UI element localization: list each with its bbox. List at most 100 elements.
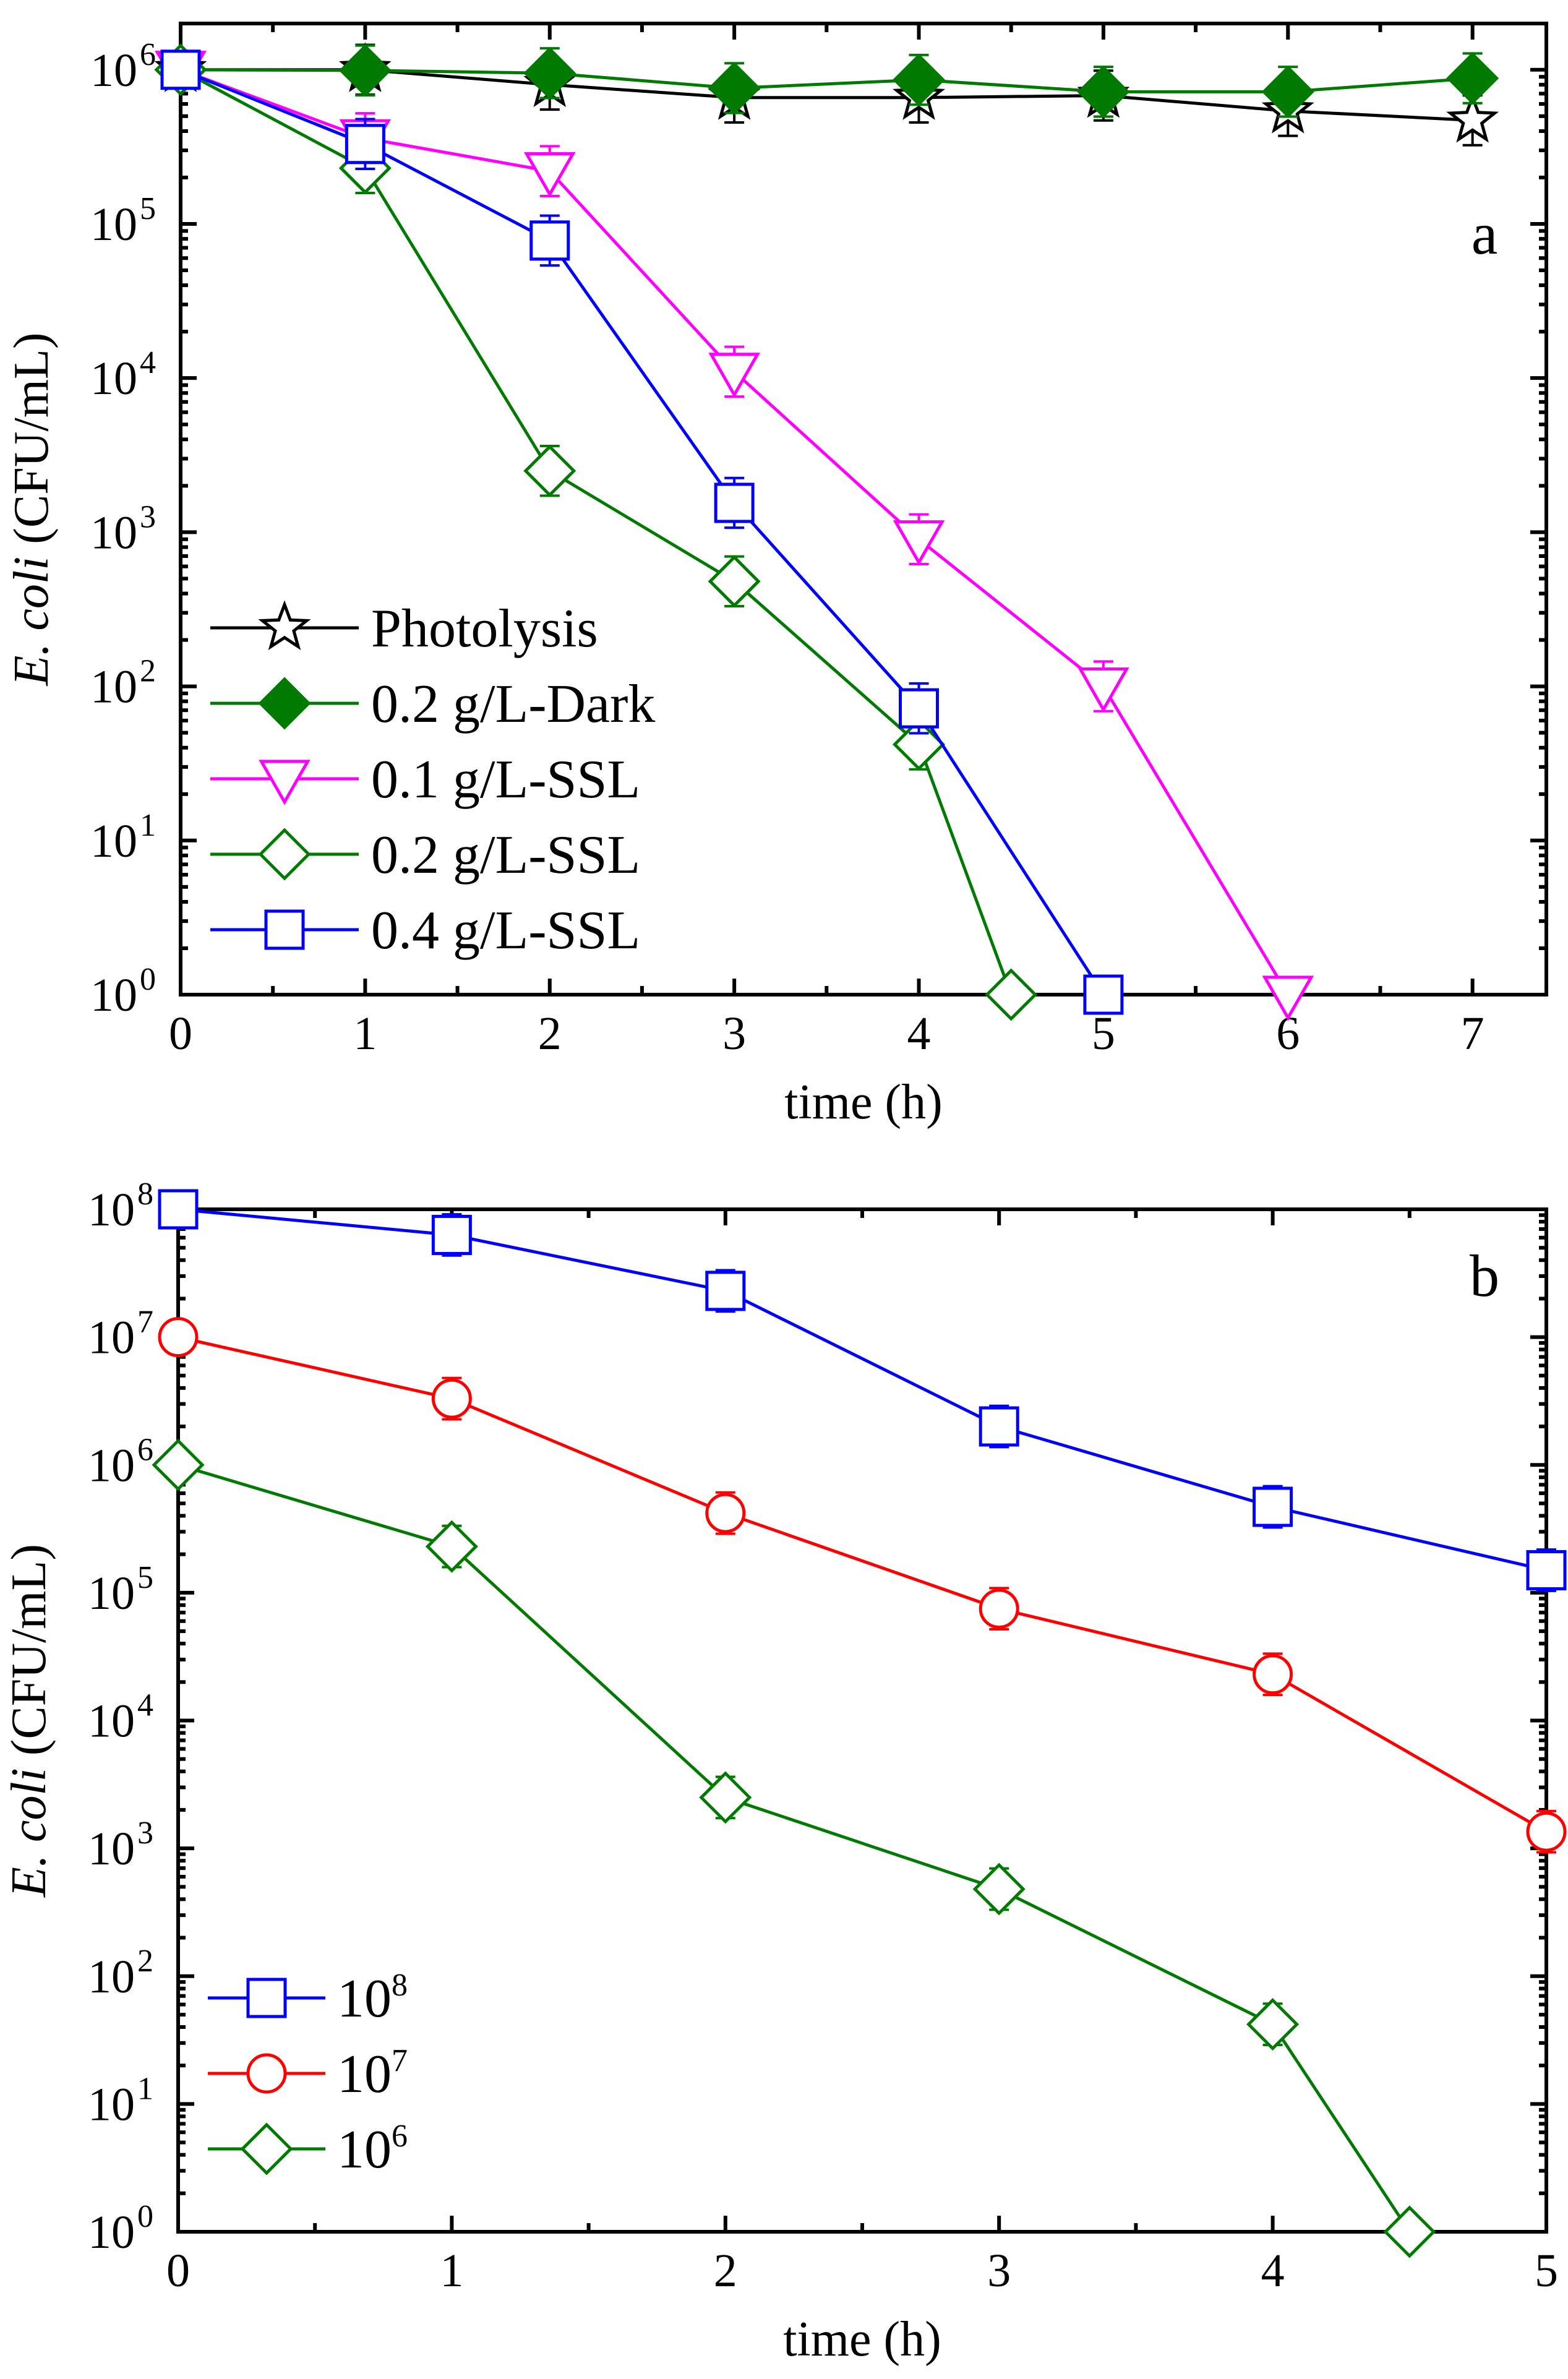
data-point [431, 1378, 472, 1419]
legend-label: Photolysis [371, 599, 598, 659]
x-tick-label: 5 [1092, 1008, 1115, 1060]
y-tick-exponent: 0 [140, 962, 156, 997]
y-tick-exponent: 5 [140, 191, 156, 226]
y-tick-label: 10 [88, 1951, 135, 2003]
y-axis-title-italic: E. coli [4, 557, 59, 687]
legend-label-exponent: 7 [392, 2043, 408, 2078]
legend-label: 0.4 g/L-SSL [371, 901, 640, 961]
series-line [178, 1335, 1548, 1833]
data-point [1526, 1811, 1567, 1852]
y-tick-label: 10 [90, 815, 137, 867]
x-tick-label: 3 [722, 1008, 746, 1060]
data-point [985, 968, 1038, 1021]
y-tick-label: 10 [88, 1567, 135, 1619]
y-tick-exponent: 5 [137, 1560, 153, 1595]
y-tick-label: 10 [90, 45, 137, 96]
x-tick-label: 7 [1461, 1008, 1484, 1060]
data-point [345, 124, 385, 165]
x-tick-label: 4 [907, 1008, 931, 1060]
y-tick-exponent: 0 [137, 2199, 153, 2234]
y-tick-exponent: 4 [140, 345, 156, 380]
legend-label: 107 [337, 2043, 408, 2104]
data-point [1446, 52, 1499, 105]
x-axis-title: time (h) [783, 2312, 941, 2367]
data-point [431, 1214, 472, 1255]
legend-label-text: Photolysis [371, 599, 598, 659]
legend-label: 0.2 g/L-SSL [371, 825, 640, 885]
y-tick-label: 10 [88, 2078, 135, 2130]
x-tick-label: 0 [169, 1008, 192, 1060]
series-1: 107 [158, 1317, 1567, 2104]
data-point [1253, 1486, 1293, 1527]
data-point [160, 49, 201, 90]
y-tick-exponent: 4 [137, 1688, 153, 1723]
y-tick-exponent: 6 [137, 1432, 153, 1467]
y-tick-label: 10 [90, 661, 137, 713]
data-point [1261, 65, 1314, 118]
data-point [1077, 667, 1129, 713]
series-line [178, 1207, 1547, 1572]
legend-label: 0.1 g/L-SSL [371, 750, 640, 810]
data-point [523, 444, 576, 497]
y-tick-label: 10 [88, 1695, 135, 1747]
plot-frame [179, 22, 1548, 997]
y-tick-exponent: 3 [140, 499, 156, 534]
data-point [152, 1438, 205, 1491]
legend-label-text: 10 [337, 2120, 392, 2180]
legend-label-exponent: 8 [392, 1968, 408, 2003]
legend-marker [258, 828, 311, 881]
legend-label-text: 10 [337, 2044, 392, 2104]
y-tick-label: 10 [88, 1312, 135, 1364]
y-axis-title: E. coli (CFU/mL) [4, 332, 59, 686]
data-point [1246, 1998, 1300, 2051]
y-axis-title-units: (CFU/mL) [4, 332, 59, 556]
panel-label: a [1472, 200, 1498, 267]
legend-label-text: 0.2 g/L-Dark [371, 674, 655, 734]
data-point [425, 1520, 478, 1573]
data-point [979, 1588, 1019, 1629]
series-line [180, 68, 1105, 996]
data-point [1383, 2205, 1436, 2258]
data-point [892, 53, 946, 106]
y-tick-label: 10 [90, 353, 137, 405]
data-point [705, 1271, 746, 1311]
data-point [529, 220, 570, 261]
data-point [1083, 974, 1124, 1015]
y-tick-label: 10 [88, 2206, 135, 2258]
data-point [979, 1406, 1019, 1447]
legend-marker [240, 2122, 293, 2175]
legend-marker [246, 2053, 287, 2094]
series-line [178, 1463, 1411, 2233]
x-tick-label: 1 [440, 2245, 463, 2297]
x-tick-label: 0 [166, 2245, 190, 2297]
y-axis-title-units: (CFU/mL) [2, 1544, 56, 1768]
legend-marker [246, 1978, 287, 2018]
y-tick-exponent: 8 [137, 1177, 153, 1212]
x-tick-label: 1 [353, 1008, 377, 1060]
legend-marker [259, 760, 311, 805]
legend-label: 106 [337, 2119, 408, 2180]
y-tick-label: 10 [88, 1823, 135, 1875]
legend-label-text: 0.2 g/L-SSL [371, 825, 640, 885]
data-point [1446, 92, 1499, 143]
legend-label-text: 0.1 g/L-SSL [371, 750, 640, 810]
y-tick-label: 10 [90, 969, 137, 1021]
y-tick-label: 10 [90, 507, 137, 559]
series-0: 108 [158, 1189, 1567, 2029]
data-point [708, 353, 760, 398]
legend-marker [258, 600, 311, 651]
y-tick-exponent: 3 [137, 1815, 153, 1851]
legend-label-exponent: 6 [392, 2119, 408, 2154]
series-2: 0.1 g/L-SSL [155, 51, 1314, 1021]
legend-label: 0.2 g/L-Dark [371, 674, 655, 734]
data-point [1253, 1654, 1293, 1695]
series-4: 0.4 g/L-SSL [160, 49, 1124, 1015]
x-axis-title: time (h) [784, 1075, 942, 1129]
y-tick-exponent: 1 [140, 808, 156, 843]
data-point [893, 520, 945, 566]
data-point [1077, 65, 1130, 118]
y-axis-title: E. coli (CFU/mL) [2, 1544, 56, 1898]
series-1: 0.2 g/L-Dark [154, 43, 1499, 734]
